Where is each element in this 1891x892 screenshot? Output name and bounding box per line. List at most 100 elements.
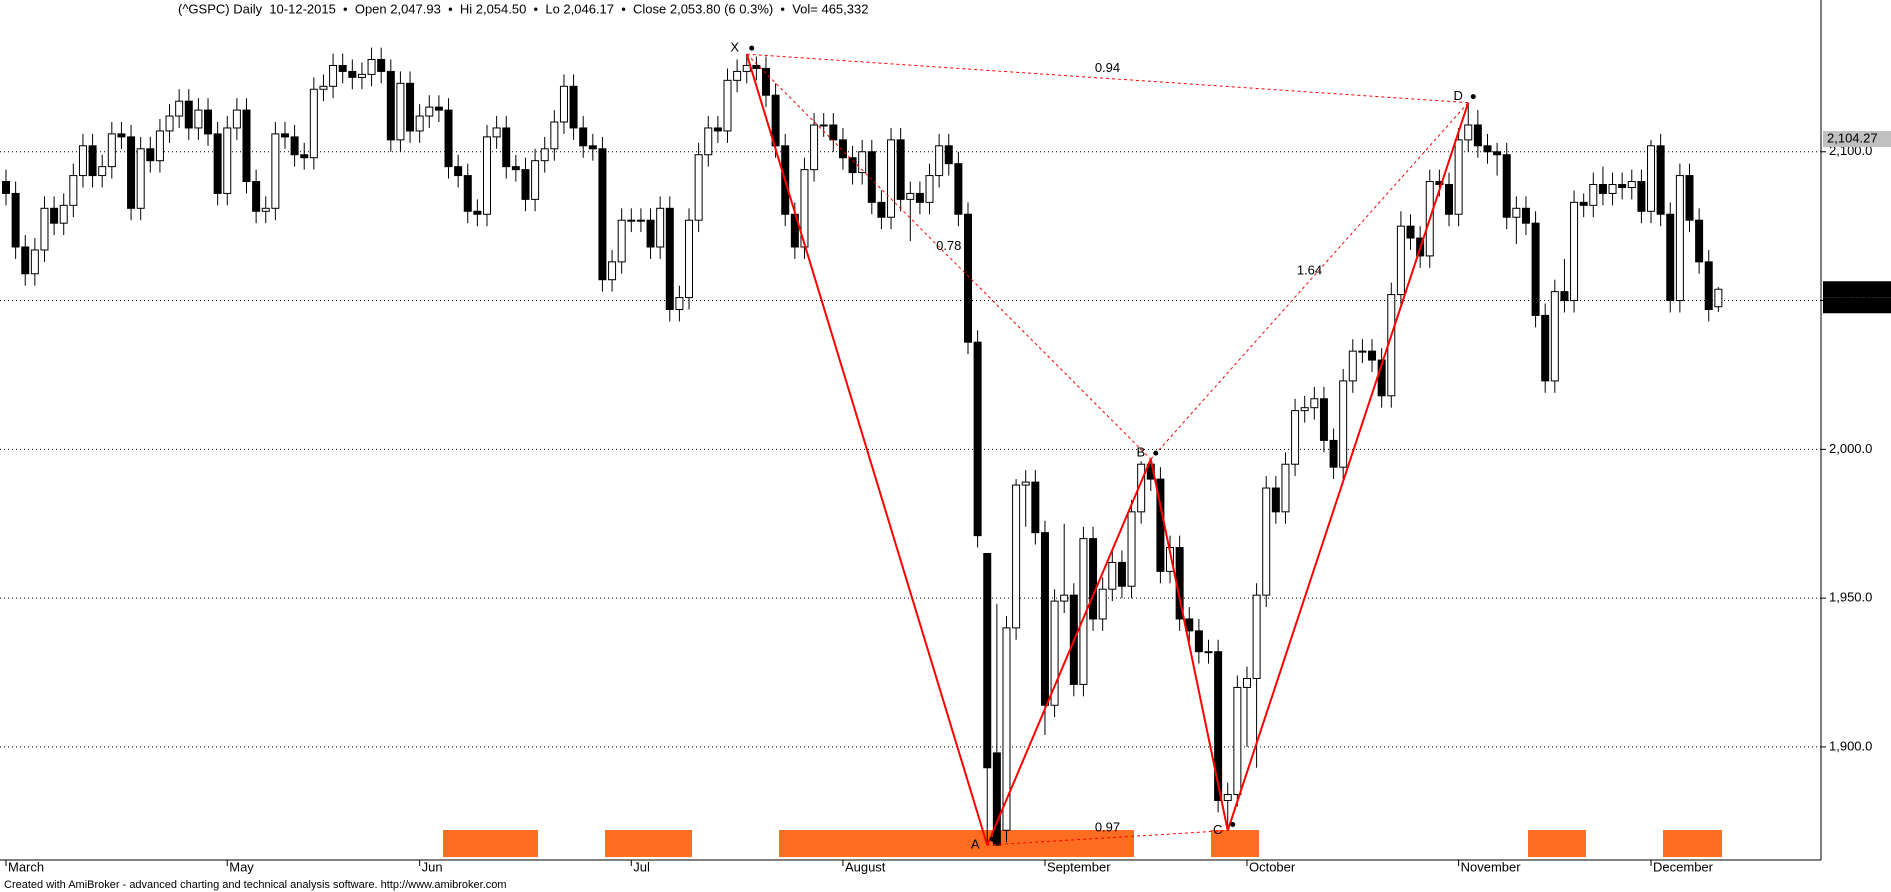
candle-body xyxy=(646,219,655,248)
candle-body xyxy=(617,219,626,263)
candle-body xyxy=(1329,439,1338,468)
candle-body xyxy=(1685,175,1694,221)
candle-body xyxy=(415,115,424,132)
candle-body xyxy=(1560,291,1569,302)
candle-body xyxy=(935,145,944,177)
candle-body xyxy=(1300,407,1309,412)
candle-body xyxy=(444,109,453,168)
candle-body xyxy=(511,166,520,171)
candle-body xyxy=(838,139,847,159)
candle-body xyxy=(1108,561,1117,590)
candle-body xyxy=(454,166,463,177)
pattern-leg xyxy=(1149,458,1229,831)
candle-body xyxy=(1242,677,1251,688)
candle-body xyxy=(1502,154,1511,218)
time-zone xyxy=(1528,830,1586,857)
candle-body xyxy=(1127,511,1136,587)
candle-body xyxy=(117,133,126,138)
candle-body xyxy=(964,213,972,343)
candle-body xyxy=(848,157,857,174)
candle-body xyxy=(598,148,607,281)
x-tick-label: August xyxy=(845,859,886,874)
x-tick-label: Jun xyxy=(422,859,443,874)
candle-body xyxy=(1445,183,1453,215)
candle-body xyxy=(136,148,145,209)
candle-body xyxy=(906,192,915,200)
candle-body xyxy=(280,133,289,138)
pattern-point-label: X xyxy=(730,40,739,55)
candle-body xyxy=(1531,222,1540,316)
candle-body xyxy=(1348,350,1357,382)
candle-body xyxy=(59,204,68,224)
candle-body xyxy=(1339,380,1348,468)
candle-body xyxy=(627,219,636,222)
candle-body xyxy=(98,166,107,177)
candle-body xyxy=(406,82,415,132)
candle-body xyxy=(1319,398,1328,441)
candle-body xyxy=(569,85,578,129)
candle-body xyxy=(107,133,116,168)
candle-body xyxy=(194,109,203,129)
candle-body xyxy=(559,85,568,123)
candle-body xyxy=(252,181,261,212)
candle-body xyxy=(2,181,10,194)
pattern-point-label: C xyxy=(1213,822,1222,837)
candle-body xyxy=(175,100,184,117)
candle-body xyxy=(1021,481,1030,486)
candle-body xyxy=(1271,487,1280,513)
candle-body xyxy=(1310,398,1319,409)
candle-body xyxy=(531,160,540,200)
candle-body xyxy=(88,145,97,177)
pattern-point xyxy=(1470,94,1476,100)
price-label-box xyxy=(1823,297,1891,314)
candle-body xyxy=(761,67,770,96)
candle-body xyxy=(1396,225,1405,296)
candle-body xyxy=(271,133,280,209)
candle-body xyxy=(1012,484,1021,629)
time-zone xyxy=(1663,830,1722,857)
candle-body xyxy=(1704,261,1713,310)
candle-body xyxy=(21,246,30,275)
candle-body xyxy=(1521,207,1530,224)
pattern-leg xyxy=(745,53,989,846)
candle-body xyxy=(752,64,761,69)
candle-body xyxy=(1262,487,1271,596)
candle-body xyxy=(30,249,39,275)
candle-body xyxy=(1194,630,1203,653)
pattern-ratio-line xyxy=(1150,102,1469,460)
candle-body xyxy=(348,70,357,78)
x-tick-label: March xyxy=(8,859,44,874)
candle-body xyxy=(155,130,164,162)
candle-body xyxy=(1233,686,1242,796)
pattern-point-label: A xyxy=(971,837,980,852)
pattern-leg xyxy=(986,458,1152,846)
candle-body xyxy=(915,192,924,203)
candle-body xyxy=(1281,463,1290,513)
x-tick-label: November xyxy=(1461,859,1522,874)
candle-body xyxy=(1579,201,1588,206)
candle-body xyxy=(723,79,732,132)
price-label: 2,104.27 xyxy=(1827,130,1878,145)
candle-body xyxy=(1214,651,1223,801)
candle-body xyxy=(1550,291,1559,382)
candle-body xyxy=(1627,181,1636,188)
candle-body xyxy=(261,207,270,212)
pattern-ratio: 0.94 xyxy=(1095,60,1120,75)
candle-body xyxy=(1002,627,1011,831)
candle-body xyxy=(184,100,193,129)
candle-body xyxy=(319,85,328,90)
candle-body xyxy=(483,136,491,215)
x-tick-label: September xyxy=(1047,859,1111,874)
candle-body xyxy=(579,127,588,147)
candle-body xyxy=(223,127,232,194)
candle-body xyxy=(309,88,318,159)
candle-body xyxy=(1647,145,1656,212)
candle-body xyxy=(665,207,674,310)
candle-body xyxy=(1464,124,1473,141)
candle-body xyxy=(713,127,722,132)
y-tick-label: 1,950.0 xyxy=(1829,590,1872,605)
candle-body xyxy=(694,154,703,221)
time-zone xyxy=(1211,830,1259,857)
candle-body xyxy=(1656,145,1665,215)
